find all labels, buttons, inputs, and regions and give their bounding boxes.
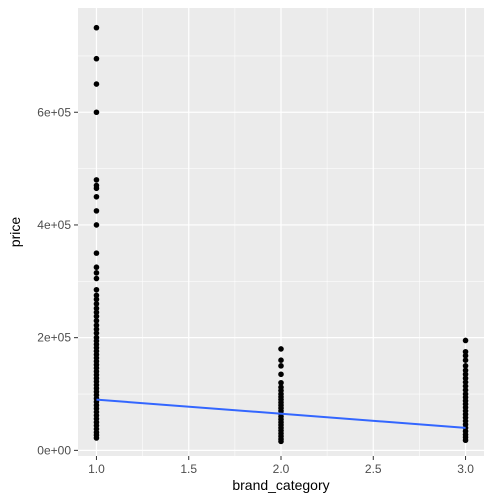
data-point — [278, 363, 284, 369]
data-point — [462, 371, 469, 378]
data-point — [462, 352, 469, 359]
x-tick-label: 2.0 — [273, 462, 290, 476]
data-point — [93, 275, 100, 282]
data-point — [93, 109, 100, 116]
data-point — [93, 185, 100, 192]
scatter-points — [93, 24, 469, 445]
data-point — [93, 286, 100, 293]
y-axis-title: price — [7, 217, 23, 248]
y-tick-label: 6e+05 — [37, 105, 71, 119]
data-point — [462, 375, 469, 382]
data-point — [93, 296, 100, 303]
y-tick-label: 4e+05 — [37, 218, 71, 232]
data-point — [93, 305, 100, 312]
x-tick-label: 2.5 — [365, 462, 382, 476]
x-tick-label: 1.0 — [88, 462, 105, 476]
data-point — [462, 437, 469, 444]
data-point — [93, 309, 100, 316]
data-point — [93, 208, 100, 214]
x-axis: 1.0 1.5 2.0 2.5 3.0 — [88, 456, 474, 476]
data-point — [462, 348, 469, 355]
data-point — [93, 317, 100, 324]
data-point — [93, 435, 100, 441]
data-point — [93, 330, 100, 336]
data-point — [462, 337, 469, 344]
data-point — [93, 292, 100, 299]
data-point — [278, 379, 284, 386]
data-point — [462, 387, 469, 393]
data-point — [93, 270, 100, 276]
data-point — [278, 357, 284, 364]
data-point — [462, 367, 469, 374]
y-tick-label: 0e+00 — [37, 443, 71, 457]
data-point — [93, 177, 100, 183]
data-point — [278, 371, 284, 378]
data-point — [462, 383, 469, 389]
data-point — [462, 357, 469, 364]
data-point — [93, 81, 100, 87]
y-axis: 0e+00 2e+05 4e+05 6e+05 — [37, 105, 78, 457]
data-point — [93, 313, 100, 320]
data-point — [93, 301, 100, 307]
data-point — [93, 322, 100, 329]
data-point — [462, 379, 469, 385]
trend-line-layer — [96, 398, 466, 429]
data-point — [93, 250, 100, 256]
x-tick-label: 3.0 — [457, 462, 474, 476]
data-point — [93, 264, 100, 271]
data-point — [462, 363, 469, 369]
data-point — [93, 55, 100, 62]
data-point — [93, 24, 100, 31]
data-point — [93, 193, 100, 200]
data-point — [93, 326, 100, 333]
data-point — [278, 438, 284, 445]
trend-line — [96, 398, 466, 429]
data-point — [93, 222, 100, 228]
x-tick-label: 1.5 — [180, 462, 197, 476]
data-point — [278, 346, 284, 352]
x-axis-title: brand_category — [232, 477, 329, 493]
y-tick-label: 2e+05 — [37, 331, 71, 345]
